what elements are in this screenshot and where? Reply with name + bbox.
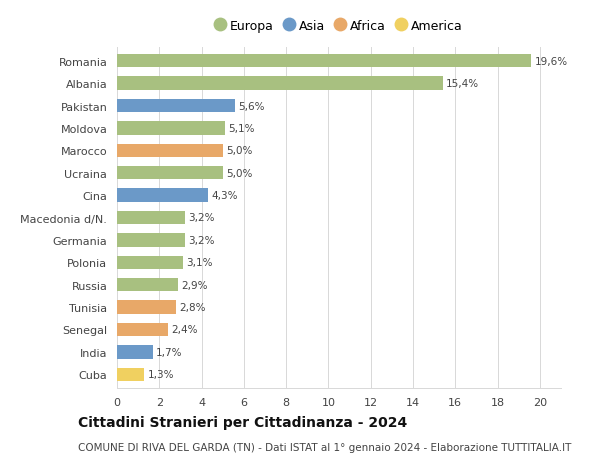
Text: COMUNE DI RIVA DEL GARDA (TN) - Dati ISTAT al 1° gennaio 2024 - Elaborazione TUT: COMUNE DI RIVA DEL GARDA (TN) - Dati IST… [78,442,571,452]
Text: 3,2%: 3,2% [188,235,214,246]
Text: 3,1%: 3,1% [186,257,212,268]
Text: 15,4%: 15,4% [446,79,479,89]
Text: 2,8%: 2,8% [179,302,206,313]
Legend: Europa, Asia, Africa, America: Europa, Asia, Africa, America [212,17,466,35]
Bar [117,278,178,292]
Bar [117,211,185,225]
Bar [117,100,235,113]
Text: 5,6%: 5,6% [239,101,265,111]
Text: 2,9%: 2,9% [181,280,208,290]
Bar [117,189,208,202]
Text: 2,4%: 2,4% [171,325,197,335]
Bar [117,144,223,158]
Bar [117,234,185,247]
Text: 5,0%: 5,0% [226,168,252,179]
Bar [117,346,153,359]
Text: Cittadini Stranieri per Cittadinanza - 2024: Cittadini Stranieri per Cittadinanza - 2… [78,415,407,429]
Bar [117,256,182,269]
Bar [117,323,168,336]
Bar [117,167,223,180]
Bar [117,122,225,135]
Text: 4,3%: 4,3% [211,190,238,201]
Text: 5,0%: 5,0% [226,146,252,156]
Bar [117,55,532,68]
Text: 1,7%: 1,7% [156,347,182,357]
Bar [117,301,176,314]
Text: 19,6%: 19,6% [535,56,568,67]
Bar [117,77,443,91]
Text: 1,3%: 1,3% [148,369,174,380]
Text: 5,1%: 5,1% [228,123,254,134]
Text: 3,2%: 3,2% [188,213,214,223]
Bar [117,368,145,381]
